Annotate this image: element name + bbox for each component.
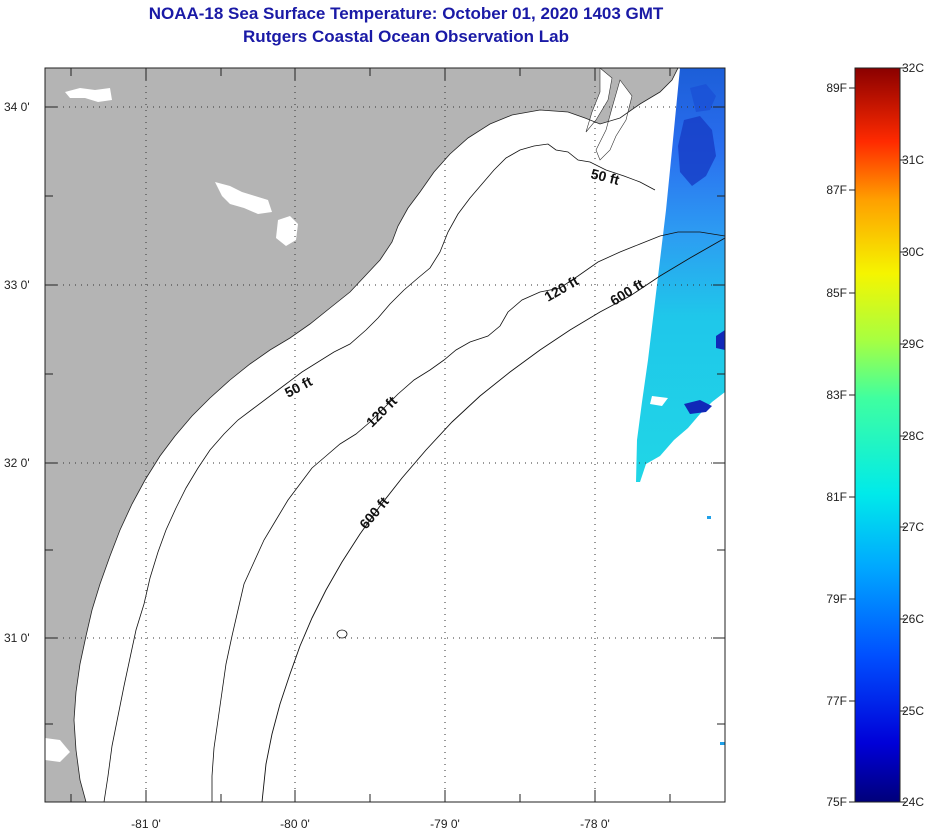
cb-c-29: 29C	[902, 337, 924, 351]
coastline	[73, 68, 679, 802]
cb-f-85: 85F	[826, 286, 847, 300]
lake-white	[65, 88, 112, 102]
cb-f-87: 87F	[826, 183, 847, 197]
sst-cold-patch	[716, 330, 725, 350]
cb-c-30: 30C	[902, 245, 924, 259]
cb-f-81: 81F	[826, 490, 847, 504]
lat-label-34: 34 0'	[4, 100, 30, 114]
lon-label-79: -79 0'	[430, 817, 460, 831]
sst-pixel	[720, 742, 725, 745]
cb-f-89: 89F	[826, 81, 847, 95]
lat-label-33: 33 0'	[4, 278, 30, 292]
lake-white	[276, 216, 298, 246]
map-subtitle: Rutgers Coastal Ocean Observation Lab	[243, 27, 569, 46]
cb-c-31: 31C	[902, 153, 924, 167]
lon-label-80: -80 0'	[280, 817, 310, 831]
lat-label-32: 32 0'	[4, 456, 30, 470]
cb-c-25: 25C	[902, 704, 924, 718]
outer-banks	[585, 68, 613, 133]
sst-cold-patch	[684, 400, 712, 414]
cb-f-77: 77F	[826, 694, 847, 708]
cb-f-83: 83F	[826, 388, 847, 402]
graticule	[45, 68, 725, 802]
axis-ticks	[45, 68, 725, 802]
contour-label-50ft-north: 50 ft	[589, 165, 621, 188]
colorbar-ticks	[849, 67, 906, 803]
contour-600ft	[261, 237, 725, 802]
contour-120ft	[211, 231, 725, 802]
lake-white	[45, 738, 70, 762]
lon-label-78: -78 0'	[580, 817, 610, 831]
cb-c-26: 26C	[902, 612, 924, 626]
land-mass	[45, 68, 678, 802]
lat-label-31: 31 0'	[4, 631, 30, 645]
sst-cold-patch	[678, 116, 716, 186]
cb-c-24: 24C	[902, 795, 924, 809]
cb-f-79: 79F	[826, 592, 847, 606]
cb-c-28: 28C	[902, 429, 924, 443]
lake-white	[215, 182, 272, 214]
map-title: NOAA-18 Sea Surface Temperature: October…	[148, 4, 664, 23]
cb-c-27: 27C	[902, 520, 924, 534]
cb-c-32: 32C	[902, 61, 924, 75]
colorbar	[854, 67, 901, 803]
lon-label-81: -81 0'	[131, 817, 161, 831]
contour-50ft	[103, 143, 656, 802]
sst-cold-patch	[690, 84, 716, 112]
seamount-contour	[336, 629, 348, 639]
sst-pixel	[707, 516, 711, 519]
sst-cloud-gap	[650, 396, 668, 406]
map-frame	[44, 67, 726, 803]
cb-f-75: 75F	[826, 795, 847, 809]
